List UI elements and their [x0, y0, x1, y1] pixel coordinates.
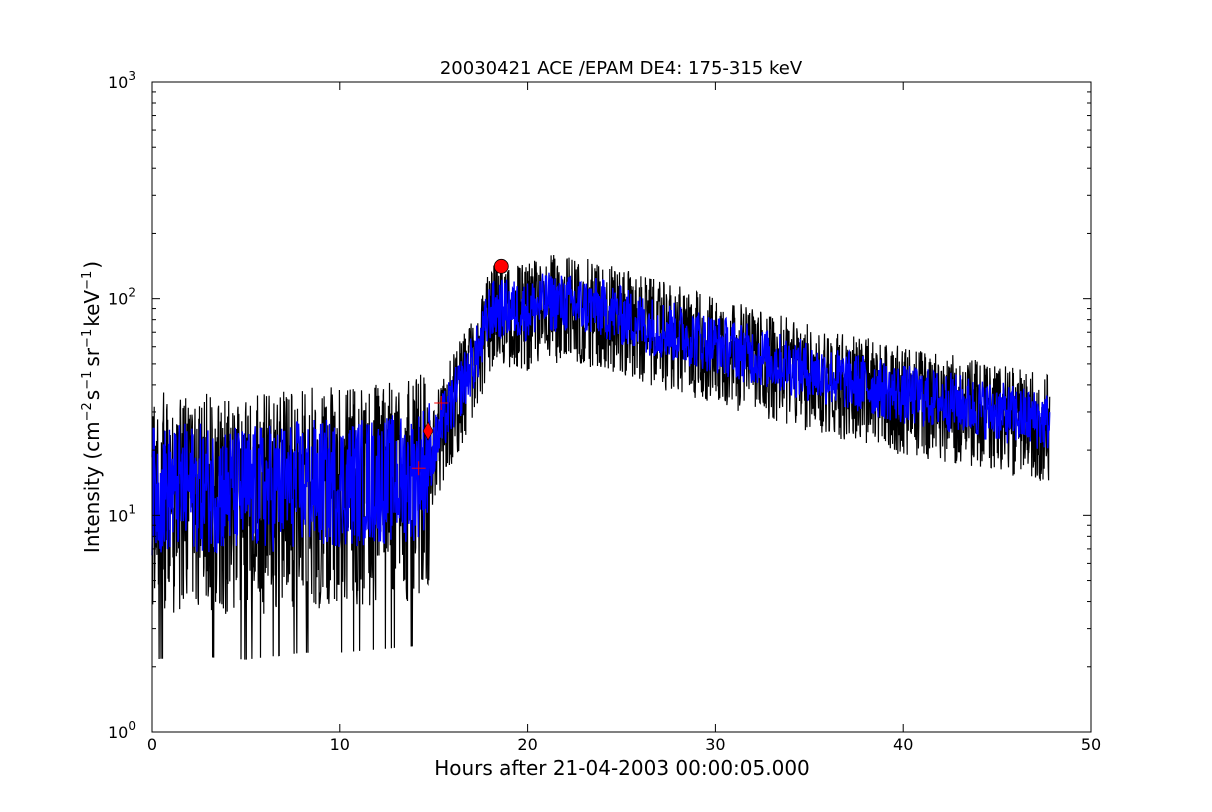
y-label-s: s	[80, 390, 104, 400]
y-tick-label: 102	[108, 286, 136, 309]
y-tick-label: 100	[108, 719, 136, 742]
x-tick-label: 20	[517, 735, 537, 754]
x-axis-label: Hours after 21-04-2003 00:00:05.000	[434, 756, 810, 780]
x-tick-label: 30	[705, 735, 725, 754]
y-label-kev: keV	[80, 290, 104, 327]
x-tick-label: 10	[330, 735, 350, 754]
marker-peak-circle	[493, 258, 509, 274]
y-label-exp3: −1	[80, 329, 95, 348]
chart-title: 20030421 ACE /EPAM DE4: 175-315 keV	[440, 58, 803, 79]
y-label-exp1: −2	[80, 402, 95, 421]
marker-diamond	[422, 421, 434, 441]
series-smoothed-line	[151, 272, 1051, 556]
x-tick-label: 0	[147, 735, 157, 754]
y-axis-label: Intensity (cm−2s−1sr−1keV−1)	[80, 261, 104, 553]
plot-area	[151, 81, 1092, 733]
marker-layer	[411, 258, 509, 476]
y-tick-label: 101	[108, 502, 136, 525]
y-label-prefix: Intensity (cm	[80, 421, 104, 553]
y-label-exp2: −1	[80, 371, 95, 390]
y-label-exp4: −1	[80, 271, 95, 290]
y-label-suffix: )	[80, 261, 104, 269]
x-tick-label: 50	[1081, 735, 1101, 754]
x-axis-ticks: 0 10 20 30 40 50	[147, 82, 1101, 754]
plot-frame	[151, 81, 1092, 733]
y-label-sr: sr	[80, 347, 104, 366]
y-axis-ticks: 100 101 102 103	[108, 69, 1091, 742]
x-tick-label: 40	[893, 735, 913, 754]
series-layer	[151, 254, 1051, 660]
marker-plus	[434, 395, 449, 410]
marker-plus	[411, 461, 426, 476]
y-tick-label: 103	[108, 69, 136, 92]
